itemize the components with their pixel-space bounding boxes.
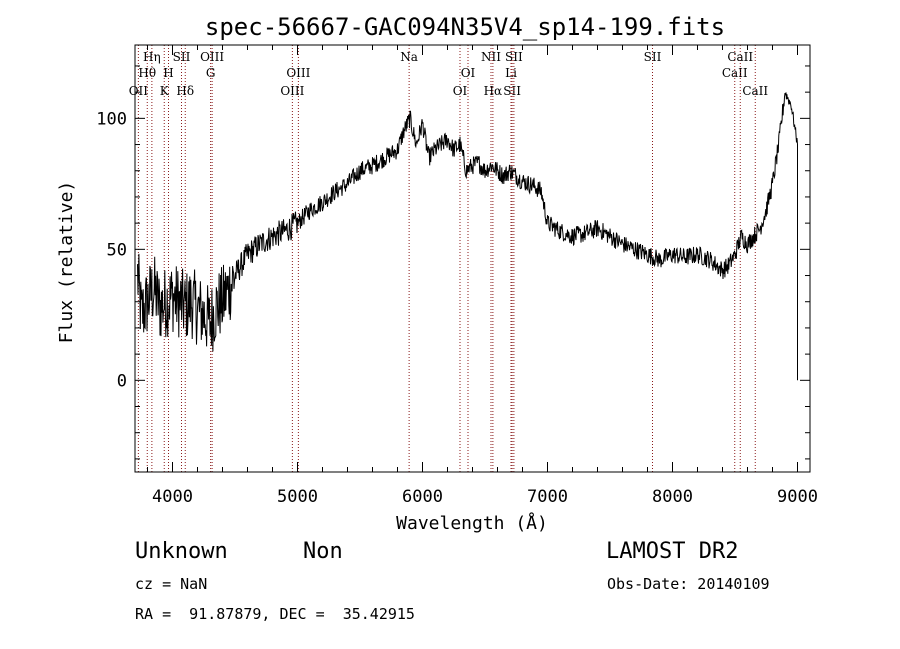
spectral-line-label: Na [400,50,418,64]
object-subclass: Non [303,539,343,564]
spectral-line-label: G [206,66,216,80]
obs-date: Obs-Date: 20140109 [607,575,770,593]
cz-value: cz = NaN [135,575,207,593]
spectral-line-label: SII [503,84,521,98]
x-tick-label: 7000 [527,487,568,507]
x-axis-label: Wavelength (Å) [396,512,548,534]
y-tick-label: 0 [117,371,127,391]
spectral-line-label: CaII [727,50,753,64]
spectral-line-label: K [160,84,170,98]
spectral-line-label: SII [173,50,191,64]
spectral-line-label: OII [129,84,149,98]
x-tick-label: 4000 [152,487,193,507]
chart-title: spec-56667-GAC094N35V4_sp14-199.fits [205,13,725,41]
plot-area: OIIHθHηKHSIIHδOIIIGOIIIOIIINaOIOINIIHαLi… [129,45,798,472]
spectral-line-label: H [163,66,173,80]
x-tick-label: 8000 [652,487,693,507]
x-axis: 4000 5000 6000 7000 8000 9000 [147,45,818,507]
spectrum-series-line [137,92,798,381]
spectral-line-label: SII [505,50,523,64]
spectral-line-label: OI [453,84,468,98]
x-tick-label: 6000 [402,487,443,507]
survey-name: LAMOST DR2 [606,539,738,564]
x-tick-label: 5000 [277,487,318,507]
spectral-line-label: NII [481,50,501,64]
x-tick-label: 9000 [777,487,818,507]
spectral-line-label: Hθ [138,66,156,80]
spectral-line-label: CaII [722,66,748,80]
spectral-line-label: Li [505,66,517,80]
y-tick-label: 50 [107,240,127,260]
y-axis-label: Flux (relative) [56,181,77,344]
spectral-line-label: CaII [742,84,768,98]
spectral-line-label: OIII [280,84,304,98]
spectral-line-label: SII [644,50,662,64]
coordinates: RA = 91.87879, DEC = 35.42915 [135,605,415,623]
spectral-line-label: OI [461,66,476,80]
spectral-line-label: OIII [200,50,224,64]
object-class: Unknown [135,539,228,564]
spectral-line-label: Hδ [176,84,194,98]
spectral-line-label: OIII [286,66,310,80]
spectral-line-label: Hη [143,50,161,64]
y-axis: 0 50 100 [96,65,810,460]
spectral-line-label: Hα [484,84,503,98]
y-tick-label: 100 [96,109,127,129]
